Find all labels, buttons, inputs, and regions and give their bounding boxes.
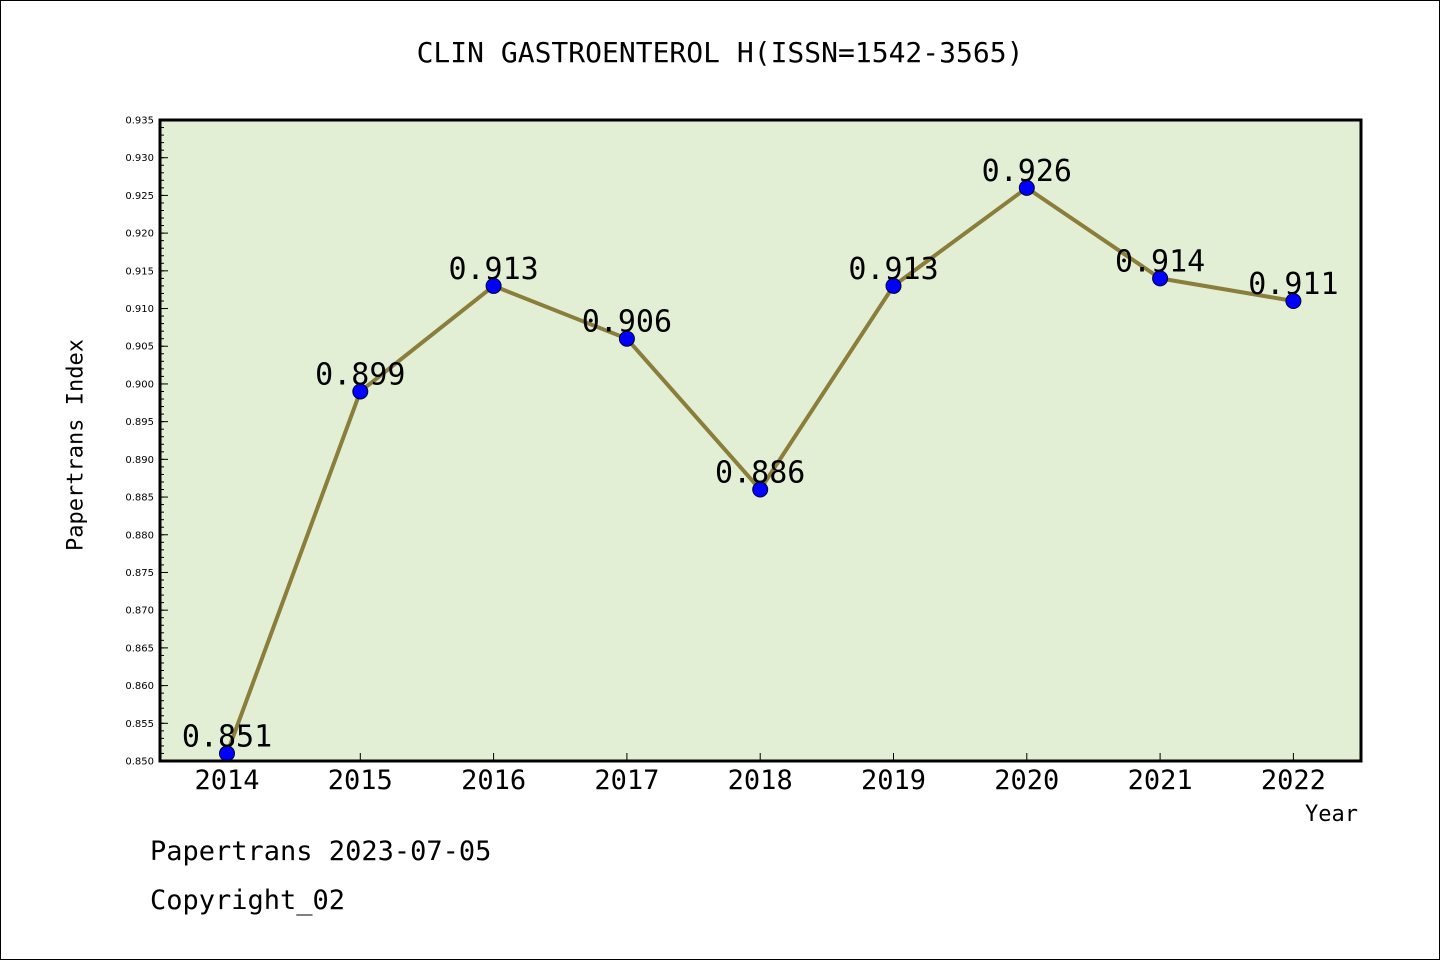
x-tick-label: 2018 [728, 765, 793, 796]
y-tick-label: 0.870 [125, 606, 154, 617]
y-tick-label: 0.895 [125, 417, 154, 428]
data-point [352, 383, 369, 400]
plot-area [160, 120, 1361, 761]
y-tick-label: 0.890 [125, 455, 154, 466]
y-tick-label: 0.865 [125, 643, 154, 654]
data-label: 0.913 [448, 252, 538, 287]
footer-copyright: Copyright_02 [150, 885, 346, 916]
data-point [752, 481, 769, 498]
y-tick-label: 0.905 [125, 342, 154, 353]
x-axis-label: Year [1305, 802, 1358, 827]
y-tick-label: 0.915 [125, 266, 154, 277]
data-label: 0.851 [182, 719, 272, 754]
data-label: 0.914 [1115, 244, 1205, 279]
data-point [1285, 292, 1302, 309]
y-tick-label: 0.875 [125, 568, 154, 579]
data-point [1018, 179, 1035, 196]
x-tick-label: 2021 [1128, 765, 1193, 796]
footer-date: Papertrans 2023-07-05 [150, 836, 492, 867]
x-tick-label: 2015 [328, 765, 393, 796]
plot-border [158, 118, 1363, 763]
x-tick-label: 2017 [594, 765, 659, 796]
y-tick-label: 0.885 [125, 493, 154, 504]
y-tick-label: 0.920 [125, 229, 154, 240]
data-point [1152, 270, 1169, 287]
x-tick-label: 2020 [994, 765, 1059, 796]
x-tick-label: 2019 [861, 765, 926, 796]
data-point [485, 277, 502, 294]
data-point [618, 330, 635, 347]
y-tick-label: 0.910 [125, 304, 154, 315]
y-tick-label: 0.850 [125, 757, 154, 768]
data-label: 0.899 [315, 357, 405, 392]
y-tick-label: 0.855 [125, 719, 154, 730]
y-tick-label: 0.880 [125, 530, 154, 541]
x-tick-label: 2022 [1261, 765, 1326, 796]
data-label: 0.926 [982, 154, 1072, 189]
x-tick-label: 2014 [194, 765, 259, 796]
data-point [885, 277, 902, 294]
y-tick-label: 0.900 [125, 379, 154, 390]
y-tick-label: 0.935 [125, 116, 154, 127]
chart-title: CLIN GASTROENTEROL H(ISSN=1542-3565) [416, 36, 1024, 69]
y-tick-label: 0.930 [125, 153, 154, 164]
y-tick-label: 0.860 [125, 681, 154, 692]
data-label: 0.911 [1248, 267, 1338, 302]
x-tick-label: 2016 [461, 765, 526, 796]
data-label: 0.913 [848, 252, 938, 287]
data-label: 0.886 [715, 456, 805, 491]
y-tick-label: 0.925 [125, 191, 154, 202]
data-label: 0.906 [582, 305, 672, 340]
